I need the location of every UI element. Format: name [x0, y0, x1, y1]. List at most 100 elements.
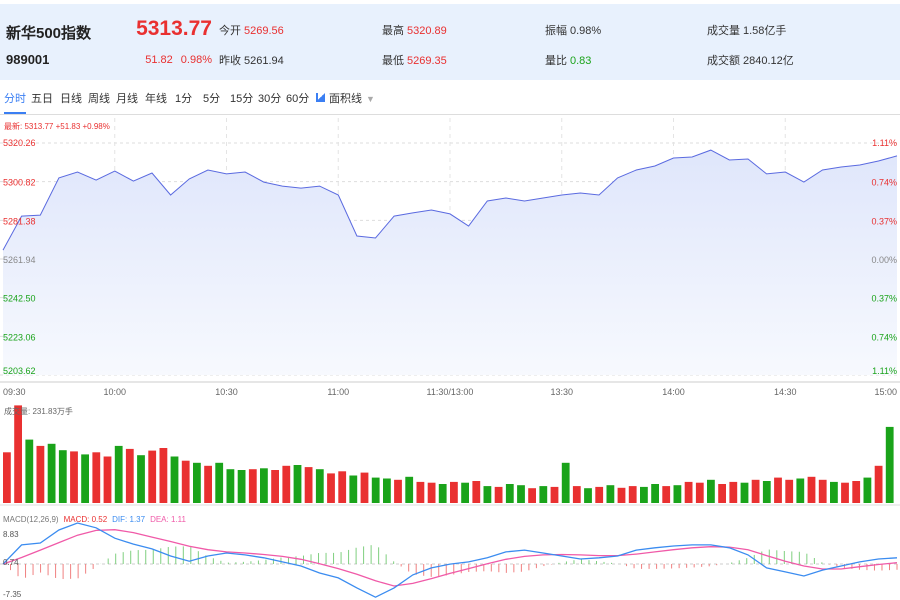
- chart-type-select[interactable]: 面积线 ▼: [316, 90, 375, 106]
- volume-bar: [81, 454, 89, 503]
- volume-bar: [47, 443, 56, 503]
- y-tick-right: 0.74%: [871, 332, 897, 342]
- tab-1[interactable]: 五日: [31, 93, 53, 105]
- tab-9[interactable]: 30分: [258, 93, 282, 105]
- volume-bar: [830, 481, 838, 503]
- chart-type-label: 面积线: [329, 93, 362, 105]
- quote-header: [0, 4, 900, 80]
- y-tick-right: 1.11%: [872, 366, 897, 376]
- volume-bar: [695, 482, 704, 503]
- volume-bar: [807, 476, 816, 503]
- volume-bar: [14, 405, 22, 503]
- stat-value: 5320.89: [407, 25, 447, 37]
- tab-8[interactable]: 15分: [230, 93, 254, 105]
- stat-label: 最高: [382, 25, 404, 37]
- y-tick-left: 5203.62: [3, 366, 36, 376]
- macd-value: MACD: 0.52: [64, 515, 108, 524]
- stat-6: 成交量 1.58亿手: [707, 22, 786, 38]
- stat-1: 昨收 5261.94: [219, 52, 284, 68]
- volume-bar: [170, 456, 179, 503]
- volume-bar: [863, 477, 872, 503]
- tab-3[interactable]: 周线: [88, 93, 110, 105]
- volume-bar: [539, 486, 548, 503]
- x-tick: 14:30: [774, 387, 797, 397]
- volume-bar: [751, 479, 760, 503]
- volume-bar: [606, 485, 615, 503]
- stat-value: 5261.94: [244, 55, 284, 67]
- volume-bar: [707, 479, 715, 503]
- x-tick: 09:30: [3, 387, 26, 397]
- current-price: 5313.77: [136, 17, 212, 40]
- x-tick: 15:00: [874, 387, 897, 397]
- volume-bar: [338, 471, 347, 503]
- volume-bar: [215, 462, 224, 503]
- volume-bar: [684, 481, 693, 503]
- volume-bar: [818, 479, 827, 503]
- volume-bar: [662, 486, 671, 503]
- x-tick: 10:30: [215, 387, 238, 397]
- tab-4[interactable]: 月线: [116, 93, 138, 105]
- volume-bar: [327, 473, 335, 503]
- y-tick-left: 5223.06: [3, 332, 36, 342]
- volume-bar: [304, 467, 313, 503]
- price-info: 最新: 5313.77 +51.83 +0.98%: [4, 121, 110, 131]
- y-tick-right: 0.00%: [871, 255, 897, 265]
- volume-bar: [204, 465, 212, 503]
- tab-5[interactable]: 年线: [145, 93, 167, 105]
- volume-bar: [774, 477, 782, 503]
- stat-value: 0.98%: [570, 25, 602, 37]
- volume-bar: [528, 488, 536, 503]
- x-tick: 11:00: [327, 387, 349, 397]
- volume-bar: [718, 484, 726, 503]
- volume-bar: [92, 452, 101, 503]
- volume-bar: [181, 460, 190, 503]
- volume-bar: [394, 479, 402, 503]
- index-name: 新华500指数: [6, 25, 92, 42]
- y-tick-left: 5300.82: [3, 178, 36, 188]
- stat-value: 5269.35: [407, 55, 447, 67]
- dea-line: [2, 529, 898, 587]
- volume-bar: [360, 472, 369, 503]
- tab-2[interactable]: 日线: [60, 93, 82, 105]
- volume-bar: [25, 439, 34, 503]
- dea-value: DEA: 1.11: [150, 515, 186, 524]
- stat-label: 成交量: [707, 25, 740, 37]
- volume-bar: [617, 487, 626, 503]
- volume-bar: [472, 481, 481, 503]
- volume-bar: [796, 478, 805, 503]
- macd-label: MACD(12,26,9): [3, 515, 59, 524]
- volume-bar: [550, 486, 559, 503]
- tab-10[interactable]: 60分: [286, 93, 310, 105]
- y-tick-right: 1.11%: [872, 138, 897, 148]
- volume-bar: [416, 481, 425, 503]
- y-tick-left: 5320.26: [3, 138, 36, 148]
- volume-bar: [137, 455, 145, 503]
- dif-value: DIF: 1.37: [112, 515, 145, 524]
- volume-bar: [874, 465, 883, 503]
- volume-bar: [740, 482, 749, 503]
- tab-7[interactable]: 5分: [203, 93, 221, 105]
- volume-bar: [427, 482, 436, 503]
- volume-bar: [841, 482, 849, 503]
- stat-value: 1.58亿手: [743, 25, 787, 37]
- volume-bar: [103, 456, 112, 503]
- x-tick: 11:30/13:00: [427, 387, 474, 397]
- x-tick: 14:00: [662, 387, 685, 397]
- x-tick: 13:30: [550, 387, 573, 397]
- macd-y-tick: 8.83: [3, 530, 19, 539]
- tab-0[interactable]: 分时: [4, 90, 26, 114]
- volume-bar: [125, 448, 134, 503]
- volume-bar: [148, 450, 157, 503]
- volume-bar: [36, 445, 45, 503]
- volume-bar: [517, 485, 525, 503]
- stat-3: 最低 5269.35: [382, 52, 447, 68]
- tab-6[interactable]: 1分: [175, 93, 193, 105]
- stat-2: 最高 5320.89: [382, 22, 447, 38]
- stat-label: 最低: [382, 55, 404, 67]
- volume-bar: [885, 426, 894, 503]
- stat-value: 2840.12亿: [743, 55, 794, 67]
- volume-bar: [159, 448, 168, 503]
- area-chart-icon: [316, 93, 325, 102]
- volume-bar: [271, 470, 279, 503]
